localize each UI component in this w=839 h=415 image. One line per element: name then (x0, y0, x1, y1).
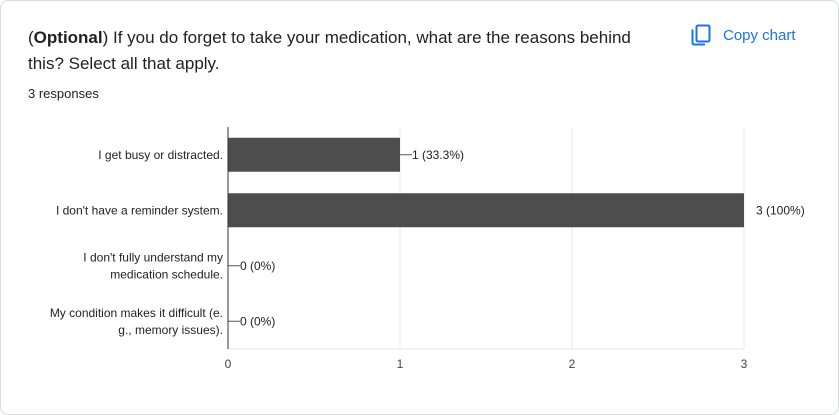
question-text: ) If you do forget to take your medicati… (28, 28, 631, 73)
category-label: I don't fully understand my (83, 250, 223, 264)
copy-chart-label: Copy chart (723, 26, 796, 44)
category-label: I get busy or distracted. (98, 148, 223, 162)
bar (228, 137, 400, 172)
data-label: 0 (0%) (240, 259, 275, 273)
category-label: g., memory issues). (118, 323, 223, 337)
optional-label: Optional (33, 28, 103, 47)
category-label: medication schedule. (110, 267, 223, 281)
data-label: 1 (33.3%) (412, 148, 464, 162)
x-tick-label: 0 (225, 357, 232, 371)
x-tick-label: 3 (741, 357, 748, 371)
data-label: 0 (0%) (240, 314, 275, 328)
question-title: (Optional) If you do forget to take your… (28, 28, 631, 73)
category-label: My condition makes it difficult (e. (50, 306, 223, 320)
data-label: 3 (100%) (756, 203, 805, 217)
response-count: 3 responses (28, 86, 99, 101)
copy-icon (691, 24, 711, 46)
x-tick-label: 2 (569, 357, 576, 371)
x-tick-label: 1 (397, 357, 404, 371)
bar (228, 193, 744, 228)
copy-chart-button[interactable]: Copy chart (691, 21, 796, 49)
category-label: I don't have a reminder system. (56, 203, 223, 217)
